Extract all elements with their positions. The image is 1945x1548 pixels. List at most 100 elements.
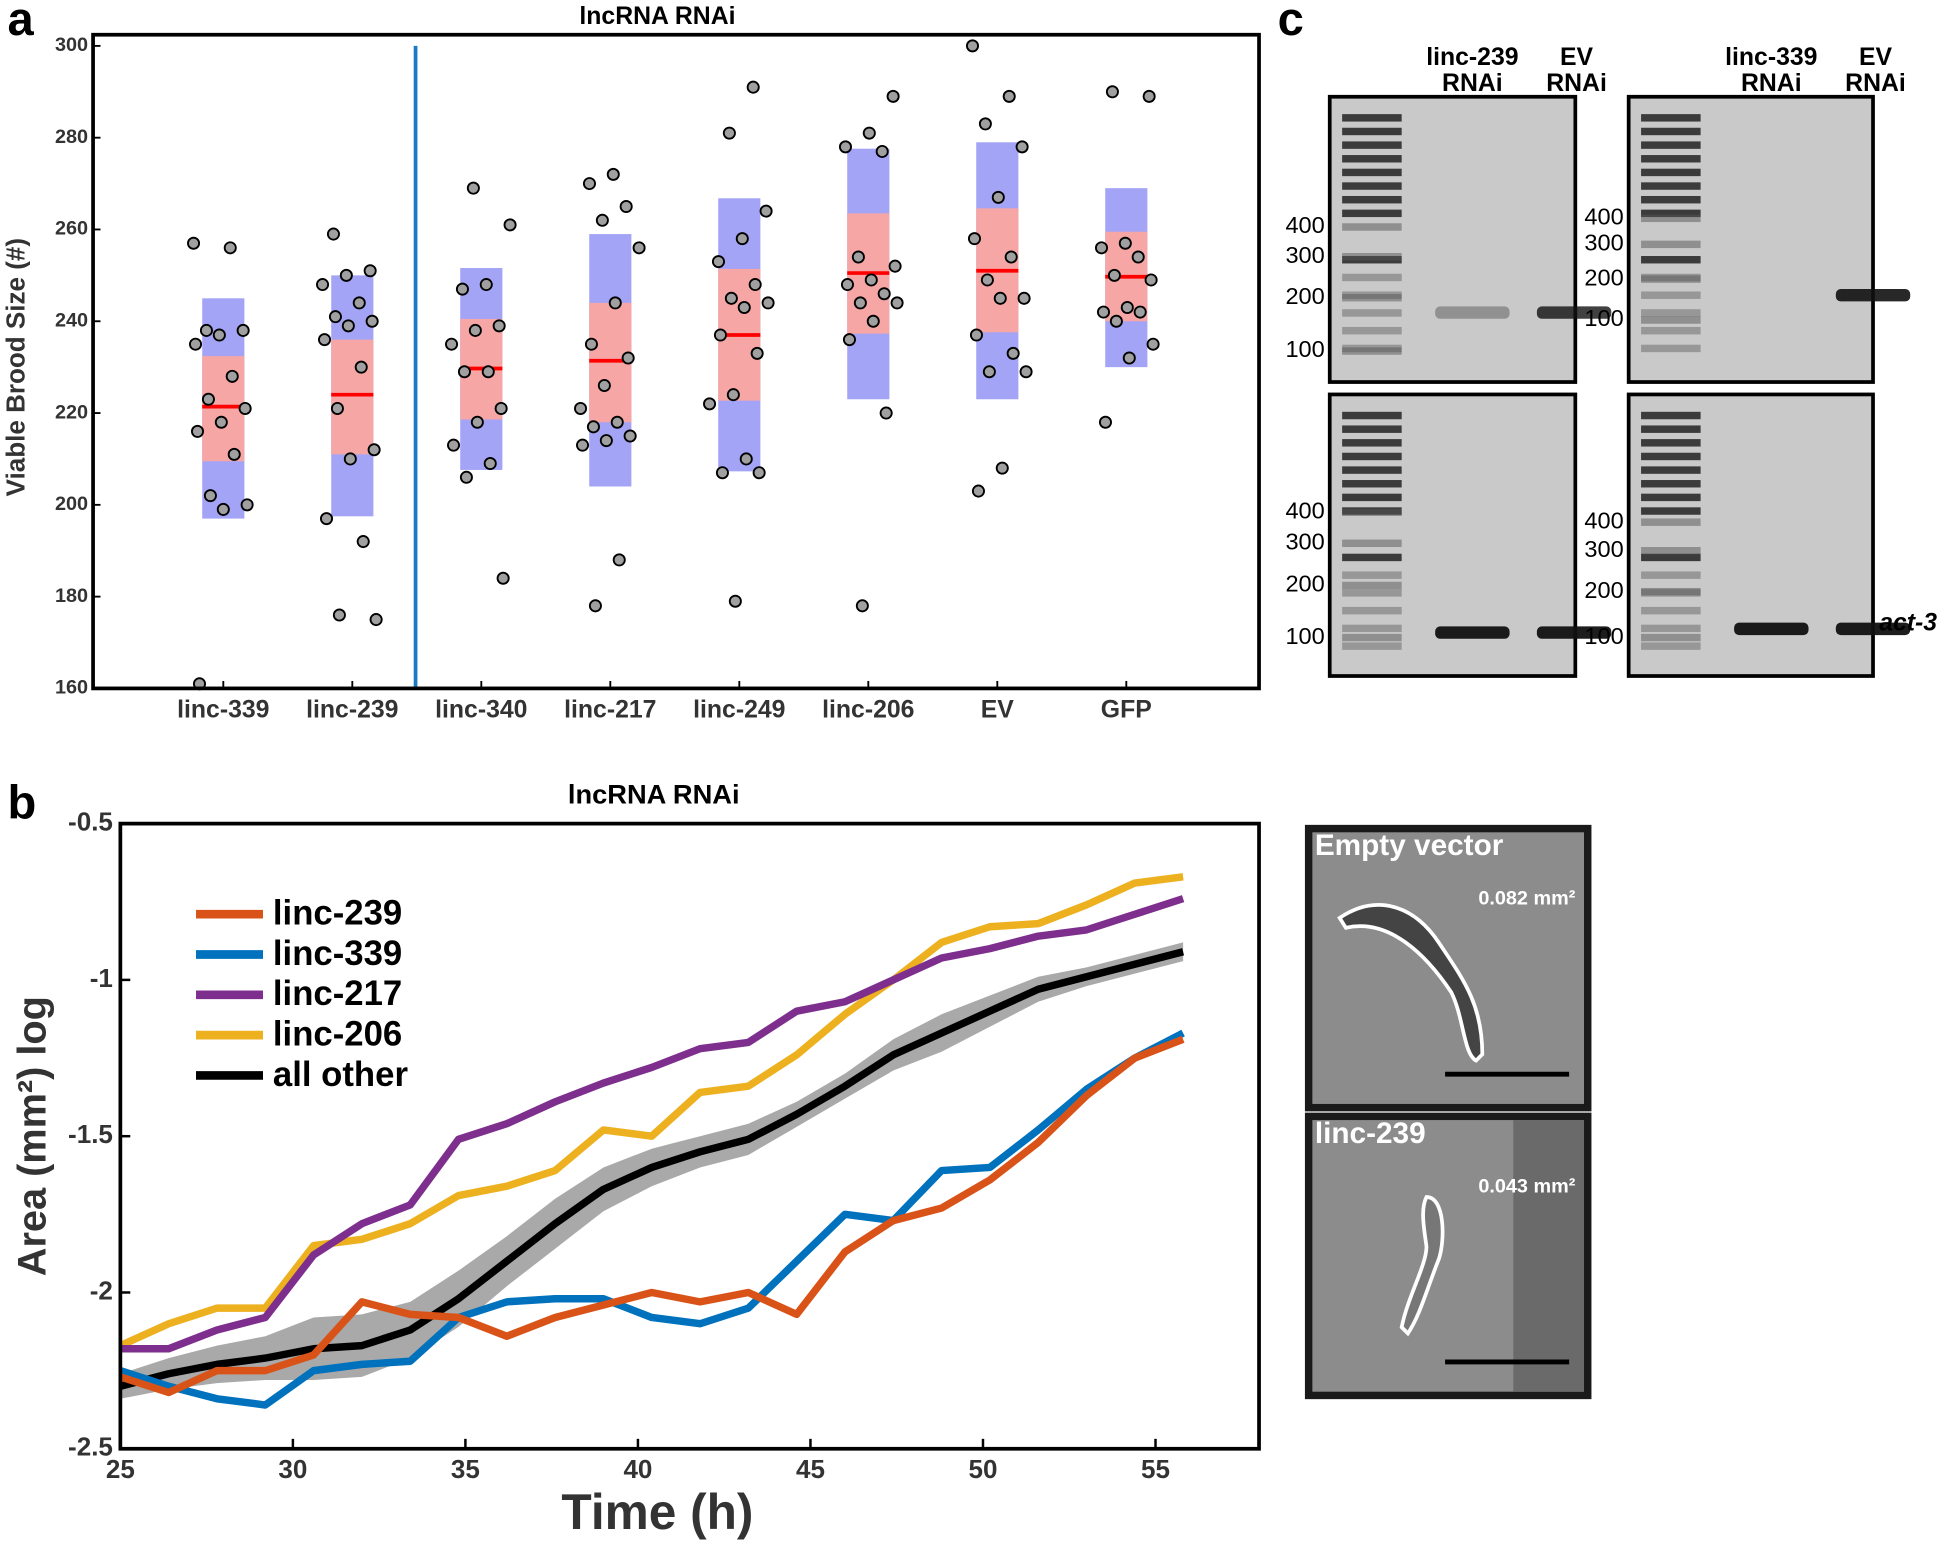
data-point <box>838 140 852 154</box>
ladder-band <box>1641 606 1701 615</box>
data-point <box>595 213 609 227</box>
ladder-band <box>1641 114 1701 122</box>
data-point <box>214 415 228 429</box>
data-point <box>752 466 766 480</box>
ladder-band <box>1342 223 1402 231</box>
data-point <box>187 236 201 250</box>
y-tick-label: 260 <box>55 218 88 240</box>
worm-outline <box>1337 903 1485 1063</box>
ladder-band <box>1342 141 1402 149</box>
data-point <box>1120 300 1134 315</box>
data-point <box>455 282 469 296</box>
ladder-band <box>1342 553 1402 562</box>
data-point <box>240 498 254 512</box>
ladder-label: 100 <box>1285 623 1324 649</box>
data-point <box>354 360 368 374</box>
x-tick-label: 55 <box>1141 1454 1170 1484</box>
ladder-band <box>1641 155 1701 163</box>
chart-title: lncRNA RNAi <box>568 779 740 810</box>
ladder-band <box>1641 411 1701 420</box>
ladder-label: 300 <box>1285 242 1324 268</box>
ladder-band <box>1342 581 1402 590</box>
ladder-band <box>1641 507 1701 515</box>
x-tick-label: linc-239 <box>306 696 398 723</box>
inner-box <box>202 356 245 462</box>
ladder-label: 400 <box>1285 212 1324 238</box>
legend-label: linc-217 <box>273 975 402 1013</box>
data-point <box>445 337 459 351</box>
data-point <box>608 296 622 310</box>
data-point <box>457 365 471 379</box>
ladder-band <box>1641 480 1701 488</box>
data-point <box>1006 346 1020 360</box>
ladder-band <box>1641 316 1701 324</box>
ladder-band <box>1342 425 1402 433</box>
data-point <box>703 397 717 411</box>
ladder-band <box>1641 309 1701 317</box>
y-tick-label: 280 <box>55 126 88 148</box>
data-point <box>328 310 342 324</box>
data-point <box>189 337 203 351</box>
ladder-band <box>1342 508 1402 516</box>
y-tick-label: -2.5 <box>68 1432 113 1462</box>
data-point <box>1146 337 1160 351</box>
data-point <box>343 452 357 466</box>
ladder-label: 400 <box>1584 204 1623 230</box>
gel-band <box>1536 306 1612 319</box>
data-point <box>356 535 370 549</box>
data-point <box>1019 365 1033 379</box>
area-label: 0.082 mm² <box>1478 888 1575 910</box>
data-point <box>365 314 379 328</box>
x-tick-label: 30 <box>278 1454 307 1484</box>
panel-letter: c <box>1278 0 1304 45</box>
ladder-band <box>1342 539 1402 548</box>
data-point <box>352 296 366 310</box>
data-point <box>588 599 602 613</box>
data-point <box>995 461 1009 475</box>
data-point <box>840 278 854 292</box>
y-tick-label: 240 <box>55 309 88 331</box>
data-point <box>610 415 624 429</box>
ladder-band <box>1342 309 1402 317</box>
data-point <box>316 278 330 292</box>
data-point <box>855 599 869 613</box>
lane-label: RNAi <box>1546 70 1607 97</box>
data-point <box>199 323 213 337</box>
ladder-band <box>1641 624 1701 633</box>
ladder-band <box>1342 127 1402 136</box>
data-point <box>851 250 865 264</box>
data-point <box>496 571 510 585</box>
data-point <box>1142 89 1156 103</box>
micrograph-label: linc-239 <box>1315 1117 1426 1150</box>
data-point <box>483 457 497 471</box>
ladder-band <box>1342 571 1402 579</box>
data-point <box>748 278 762 292</box>
ladder-band <box>1342 439 1402 447</box>
gel-band <box>1435 306 1510 319</box>
y-tick-label: 300 <box>55 34 88 56</box>
ladder-band <box>1641 291 1701 299</box>
ladder-band <box>1342 624 1402 633</box>
data-point <box>886 89 900 103</box>
ladder-band <box>1342 293 1402 302</box>
data-point <box>761 296 775 310</box>
data-point <box>330 401 344 415</box>
data-point <box>759 204 773 218</box>
data-point <box>991 190 1005 204</box>
ladder-label: 300 <box>1584 230 1623 256</box>
ladder-band <box>1342 195 1402 204</box>
data-point <box>606 167 620 181</box>
data-point <box>735 232 749 246</box>
ladder-label: 100 <box>1285 336 1324 362</box>
ladder-band <box>1641 553 1701 562</box>
series-line <box>119 1029 1185 1409</box>
lane-label: EV <box>1859 44 1893 71</box>
x-tick-label: 45 <box>796 1454 825 1484</box>
lane-label: RNAi <box>1442 70 1503 97</box>
y-tick-label: 160 <box>55 677 88 699</box>
gel <box>1626 94 1875 384</box>
ladder-band <box>1342 466 1402 474</box>
data-point <box>1096 305 1110 319</box>
ladder-band <box>1641 275 1701 283</box>
plot-frame <box>118 821 1261 1451</box>
